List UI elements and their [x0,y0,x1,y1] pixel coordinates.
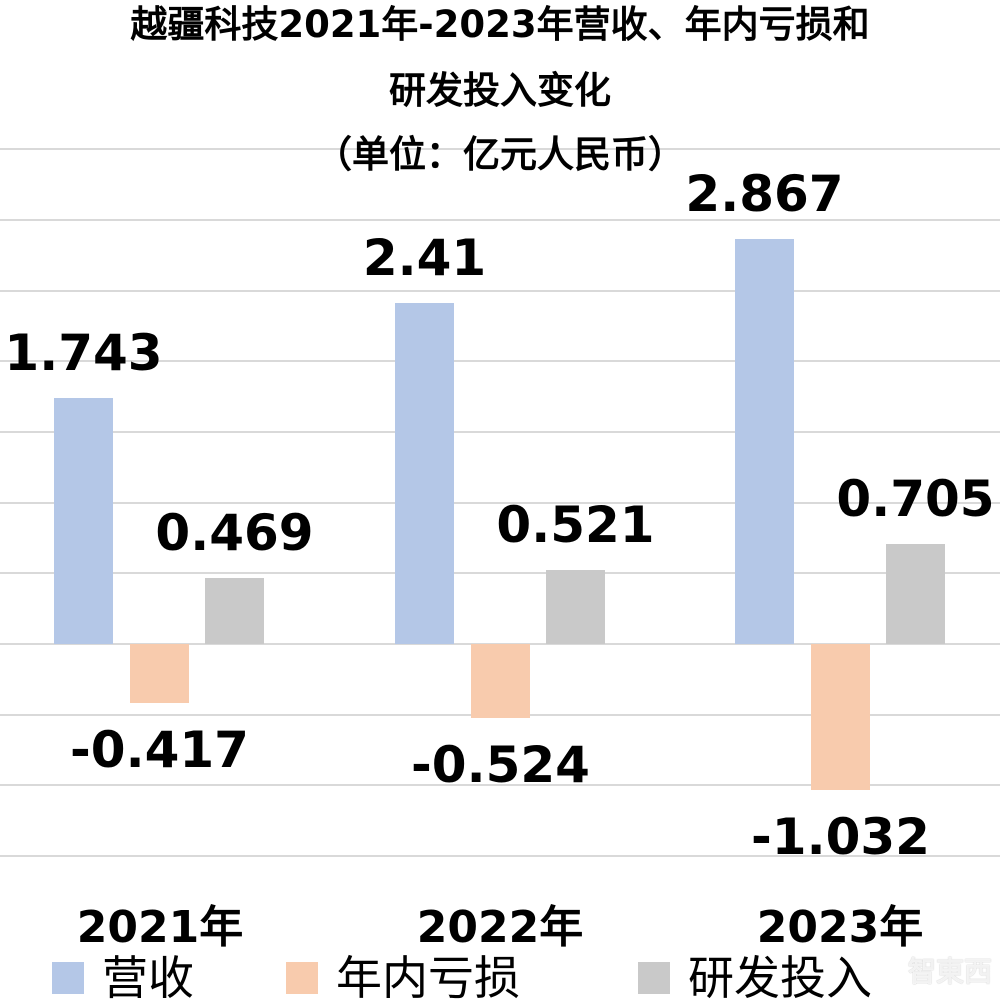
gridline [0,784,1000,786]
legend: 营收 年内亏损 研发投入 [0,955,1000,1008]
gridline [0,290,1000,292]
data-label-rd: 0.469 [155,503,314,562]
data-label-revenue: 1.743 [4,323,163,382]
legend-item-revenue: 营收 [52,955,194,1001]
watermark-logo: 智東西 [907,955,992,988]
legend-swatch-revenue [52,962,84,994]
legend-label-revenue: 营收 [102,951,194,1005]
gridline [0,855,1000,857]
gridline [0,219,1000,221]
bar-rd-2021年 [205,577,264,644]
title-line-3: （单位：亿元人民币） [315,133,685,176]
legend-swatch-rd [638,962,670,994]
data-label-revenue: 2.41 [362,229,487,288]
bar-rd-2022年 [546,570,605,644]
gridline [0,431,1000,433]
gridline [0,572,1000,574]
gridline [0,148,1000,150]
data-label-loss: -0.417 [70,720,249,779]
legend-label-loss: 年内亏损 [336,951,520,1005]
gridline [0,502,1000,504]
legend-swatch-loss [286,962,318,994]
title-line-2: 研发投入变化 [389,69,611,112]
legend-item-rd: 研发投入 [638,955,872,1001]
gridline [0,360,1000,362]
title-line-1: 越疆科技2021年-2023年营收、年内亏损和 [130,3,870,46]
data-label-rd: 0.705 [836,470,995,529]
bar-loss-2021年 [130,644,189,703]
bar-rd-2023年 [886,544,945,644]
bar-revenue-2023年 [735,238,794,644]
bar-loss-2022年 [471,644,530,719]
data-label-rd: 0.521 [496,496,655,555]
data-label-revenue: 2.867 [685,164,844,223]
x-axis-label: 2023年 [756,902,924,953]
x-axis-label: 2022年 [416,902,584,953]
bar-revenue-2021年 [54,397,113,644]
x-axis-label: 2021年 [76,902,244,953]
legend-label-rd: 研发投入 [688,951,872,1005]
bar-loss-2023年 [811,644,870,790]
legend-item-loss: 年内亏损 [286,955,520,1001]
bar-revenue-2022年 [395,303,454,644]
data-label-loss: -1.032 [751,807,930,866]
data-label-loss: -0.524 [411,736,590,795]
